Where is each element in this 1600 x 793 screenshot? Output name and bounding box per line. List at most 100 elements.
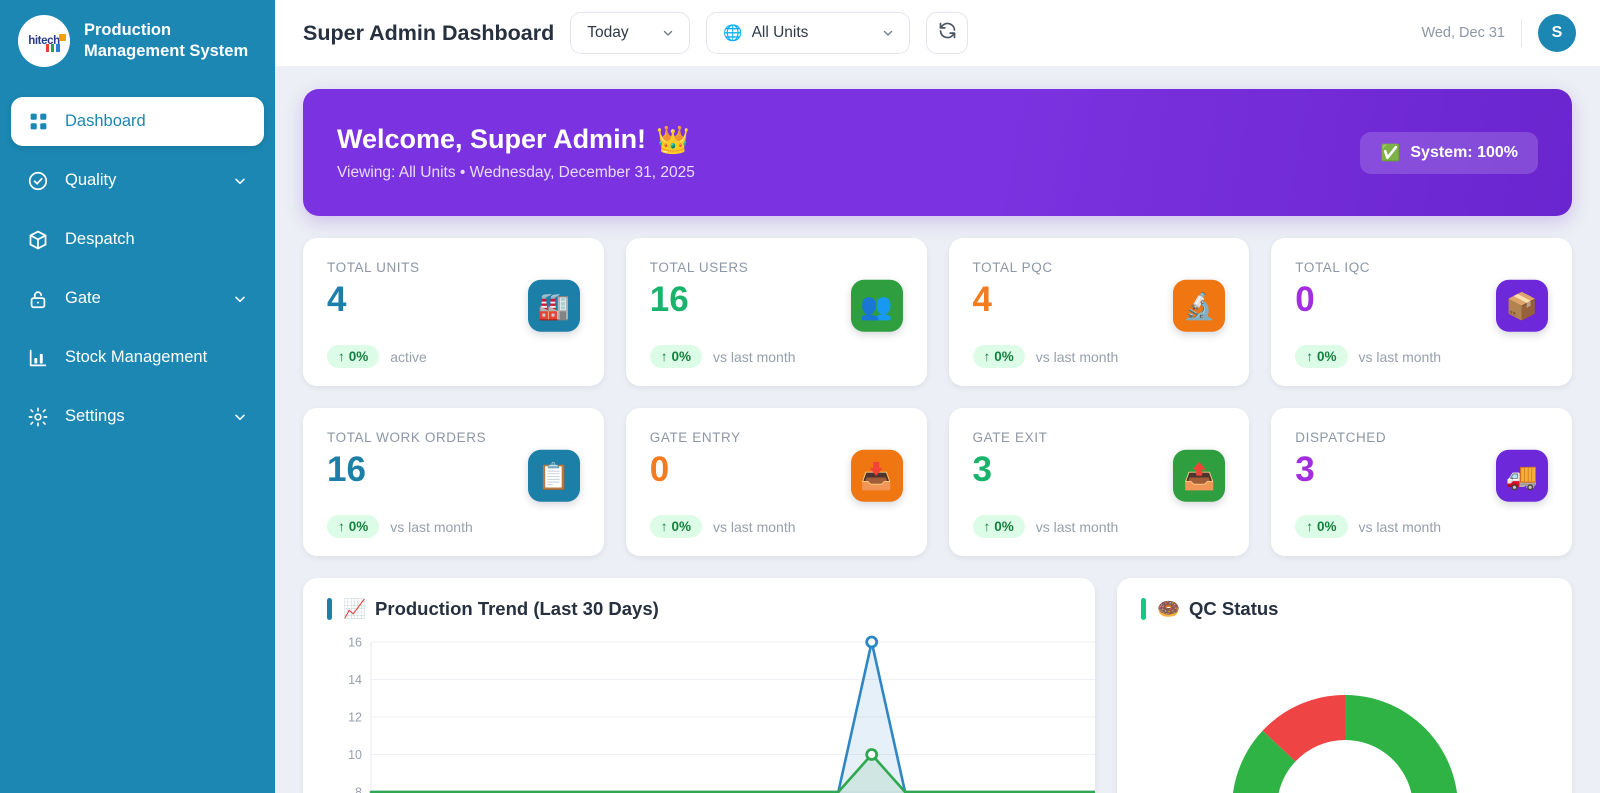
qc-status-panel: 🍩 QC Status (1117, 578, 1572, 793)
svg-text:14: 14 (348, 673, 362, 687)
chevron-down-icon[interactable] (232, 409, 248, 425)
avatar[interactable]: S (1538, 14, 1576, 52)
qc-status-chart[interactable] (1141, 630, 1548, 793)
stat-card-label: GATE ENTRY (649, 430, 741, 445)
sidebar-item-label: Gate (65, 289, 101, 307)
refresh-button[interactable] (926, 12, 969, 54)
status-badge: ↑ 0% (1295, 515, 1348, 538)
arrow-up-icon: ↑ (338, 349, 345, 364)
panel-title-text: QC Status (1189, 598, 1279, 619)
chevron-down-icon (661, 26, 675, 40)
sidebar-item-dashboard[interactable]: Dashboard (11, 97, 264, 146)
check-circle-icon (27, 170, 49, 192)
stat-card-total-units[interactable]: TOTAL UNITS 4 ↑ 0% active 🏭 (303, 238, 604, 386)
inbox-tray-icon: 📥 (850, 449, 903, 502)
lock-open-icon (27, 288, 49, 310)
stat-card-label: GATE EXIT (972, 430, 1048, 445)
users-icon: 👥 (850, 279, 903, 332)
stat-card-label: DISPATCHED (1295, 430, 1387, 445)
stat-card-note: vs last month (1035, 348, 1119, 365)
panel-title: 📈 Production Trend (Last 30 Days) (343, 598, 659, 620)
refresh-icon (937, 20, 958, 46)
svg-text:8: 8 (355, 786, 362, 793)
check-mark-icon: ✅ (1380, 144, 1401, 162)
stat-card-label: TOTAL UNITS (327, 260, 420, 275)
status-badge: ↑ 0% (327, 345, 380, 368)
delta-value: 0% (994, 519, 1014, 534)
stat-card-value: 0 (1295, 280, 1315, 319)
stat-card-label: TOTAL WORK ORDERS (327, 430, 487, 445)
system-status-badge: ✅ System: 100% (1360, 131, 1538, 174)
sidebar-item-despatch[interactable]: Despatch (11, 215, 264, 264)
welcome-subtitle: Viewing: All Units • Wednesday, December… (337, 163, 695, 181)
globe-icon: 🌐 (723, 24, 743, 42)
arrow-up-icon: ↑ (660, 349, 668, 364)
production-trend-chart[interactable]: 16 14 12 10 8 (327, 634, 1095, 793)
arrow-up-icon: ↑ (983, 349, 991, 364)
sidebar-item-settings[interactable]: Settings (11, 392, 264, 441)
delta-value: 0% (994, 349, 1014, 364)
package-icon: 📦 (1496, 279, 1548, 332)
grid-icon (27, 111, 49, 133)
brand-name: Production Management System (84, 20, 248, 62)
delta-value: 0% (671, 519, 692, 534)
stat-card-dispatched[interactable]: DISPATCHED 3 ↑ 0% vs last month 🚚 (1271, 408, 1572, 556)
stat-card-gate-entry[interactable]: GATE ENTRY 0 ↑ 0% vs last month 📥 (625, 408, 927, 556)
welcome-title-text: Welcome, Super Admin! (337, 124, 647, 154)
truck-icon: 🚚 (1496, 449, 1548, 502)
page-title: Super Admin Dashboard (303, 20, 555, 45)
chevron-down-icon (881, 26, 895, 40)
stat-card-value: 16 (649, 280, 689, 319)
stat-card-note: vs last month (713, 348, 796, 365)
status-badge: ↑ 0% (649, 345, 703, 368)
sidebar-nav: Dashboard Quality D (0, 84, 275, 441)
divider (1521, 19, 1522, 47)
svg-text:12: 12 (348, 711, 362, 725)
stat-card-gate-exit[interactable]: GATE EXIT 3 ↑ 0% vs last month 📤 (948, 408, 1250, 556)
delta-value: 0% (348, 349, 369, 364)
welcome-banner: Welcome, Super Admin! 👑 Viewing: All Uni… (303, 89, 1572, 216)
delta-value: 0% (348, 519, 369, 534)
brand: hitech Production Management System (0, 0, 275, 84)
arrow-up-icon: ↑ (1306, 519, 1313, 534)
panels-row: 📈 Production Trend (Last 30 Days) 16 14 12… (303, 578, 1572, 793)
stat-card-total-work-orders[interactable]: TOTAL WORK ORDERS 16 ↑ 0% vs last month … (303, 408, 604, 556)
stat-card-note: active (390, 348, 427, 365)
sidebar-item-gate[interactable]: Gate (11, 274, 264, 323)
stat-card-value: 3 (1295, 450, 1315, 489)
delta-value: 0% (671, 349, 692, 364)
period-select[interactable]: Today (570, 12, 691, 54)
stat-card-total-iqc[interactable]: TOTAL IQC 0 ↑ 0% vs last month 📦 (1271, 238, 1572, 386)
stat-card-note: vs last month (390, 518, 473, 535)
outbox-tray-icon: 📤 (1173, 449, 1226, 502)
arrow-up-icon: ↑ (660, 519, 668, 534)
sidebar-item-stock-management[interactable]: Stock Management (11, 333, 264, 382)
sidebar: hitech Production Management System Dash… (0, 0, 275, 793)
stat-cards-row-1: TOTAL UNITS 4 ↑ 0% active 🏭 TOTAL US (303, 238, 1572, 386)
donut-chart-svg (1232, 695, 1457, 793)
chevron-down-icon[interactable] (232, 291, 248, 307)
sidebar-item-label: Despatch (65, 230, 135, 248)
main-area: Super Admin Dashboard Today 🌐 All Units (275, 0, 1600, 793)
stat-card-total-pqc[interactable]: TOTAL PQC 4 ↑ 0% vs last month 🔬 (948, 238, 1250, 386)
stat-card-label: TOTAL USERS (649, 260, 749, 275)
brand-name-line2: Management System (84, 42, 249, 60)
stat-card-value: 4 (972, 280, 992, 319)
chevron-down-icon[interactable] (232, 173, 248, 189)
stat-card-label: TOTAL PQC (972, 260, 1053, 275)
stat-card-note: vs last month (1035, 518, 1119, 535)
status-badge: ↑ 0% (649, 515, 703, 538)
logo-bars-icon (46, 44, 60, 52)
content: Welcome, Super Admin! 👑 Viewing: All Uni… (275, 67, 1600, 793)
gear-icon (27, 406, 49, 428)
unit-select-value: All Units (751, 24, 809, 41)
sidebar-item-quality[interactable]: Quality (11, 156, 264, 205)
unit-select[interactable]: 🌐 All Units (706, 12, 911, 54)
sidebar-item-label: Settings (65, 407, 125, 425)
microscope-icon: 🔬 (1173, 279, 1226, 332)
sidebar-item-label: Quality (65, 171, 117, 189)
stat-card-total-users[interactable]: TOTAL USERS 16 ↑ 0% vs last month 👥 (625, 238, 927, 386)
stat-card-value: 4 (327, 280, 347, 319)
topbar: Super Admin Dashboard Today 🌐 All Units (275, 0, 1600, 67)
